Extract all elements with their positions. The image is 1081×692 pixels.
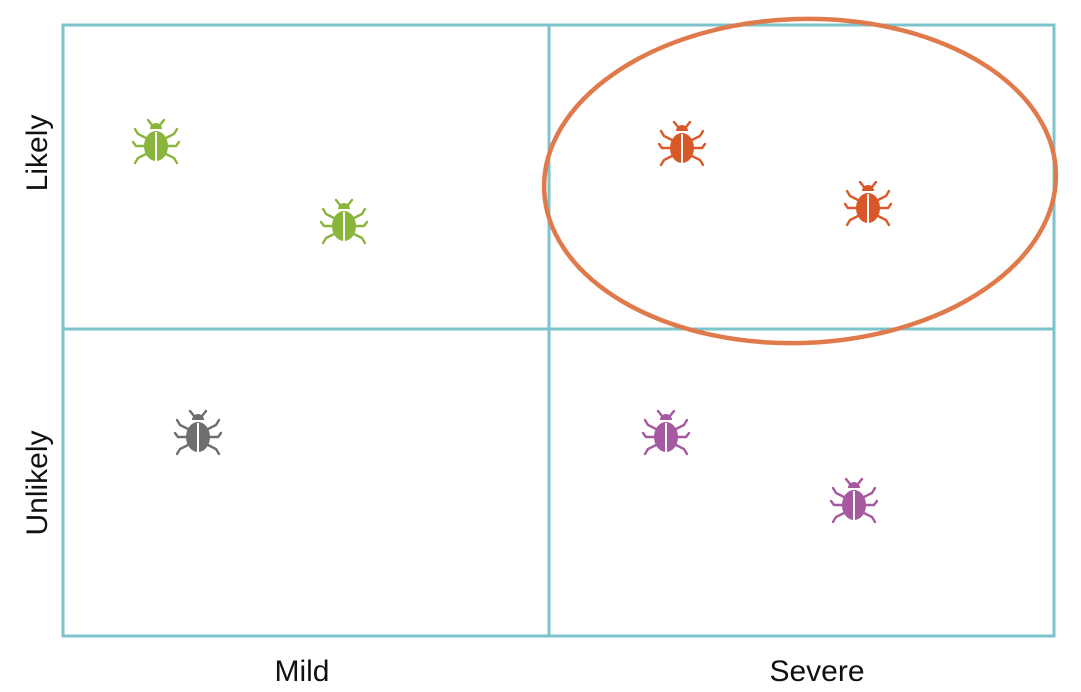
bug-icon — [843, 180, 893, 227]
bug-icon — [657, 120, 707, 167]
bug-icon — [173, 409, 223, 456]
y-axis-label-likely: Likely — [21, 115, 54, 192]
bug-icon — [829, 477, 879, 524]
quadrant-grid — [61, 23, 1056, 638]
bugs-layer — [131, 118, 893, 524]
x-axis-label-severe: Severe — [769, 655, 864, 688]
bug-icon — [641, 409, 691, 456]
bug-icon — [131, 118, 181, 165]
highlight-ellipse — [541, 16, 1059, 346]
y-axis-label-unlikely: Unlikely — [21, 430, 54, 535]
x-axis-label-mild: Mild — [274, 655, 329, 688]
bug-icon — [319, 198, 369, 245]
